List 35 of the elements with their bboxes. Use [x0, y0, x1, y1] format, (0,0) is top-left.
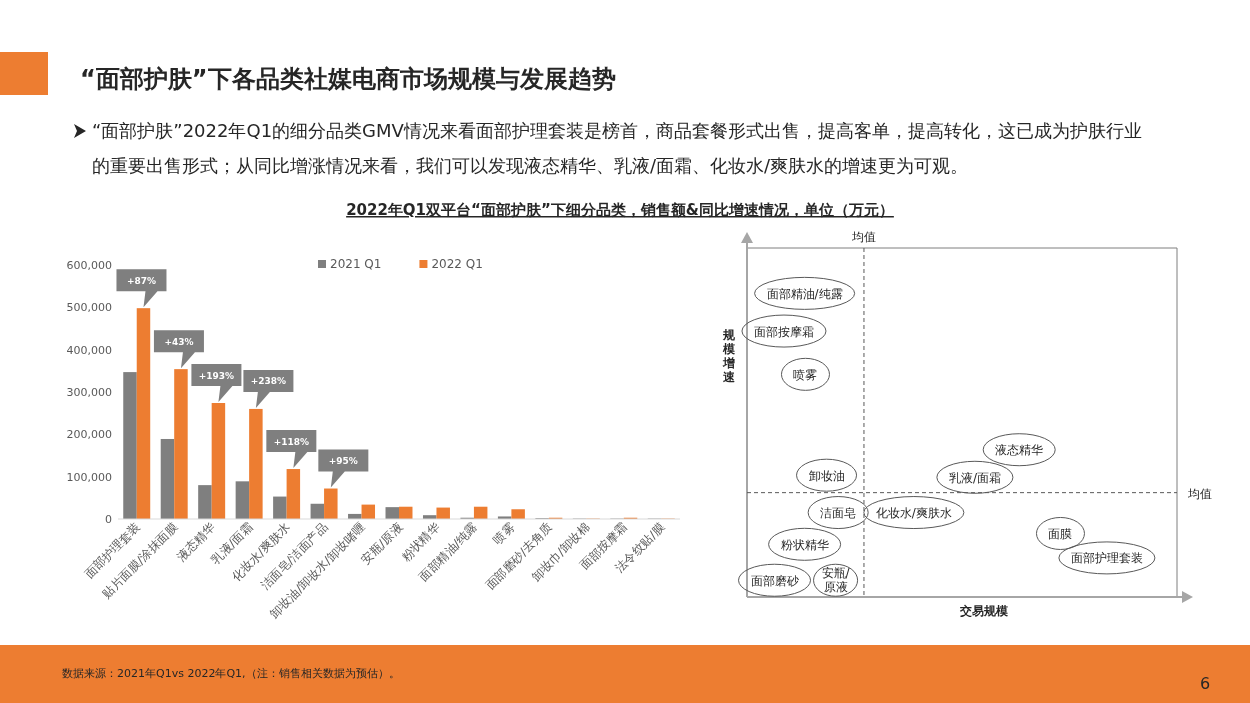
category-label: 面部磨砂 — [750, 573, 799, 588]
annotation: +95% — [328, 456, 358, 467]
category-label: 液态精华 — [995, 443, 1044, 458]
category-label: 化妆水/爽肤水 — [875, 506, 952, 521]
text: 均值 — [1187, 486, 1212, 501]
annotation: +193% — [198, 370, 235, 381]
chart-title: 2022年Q1双平台“面部护肤”下细分品类，销售额&同比增速情况，单位（万元） — [346, 201, 894, 219]
y-tick-label: 500,000 — [66, 301, 112, 315]
y-tick-label: 100,000 — [66, 470, 112, 484]
text: 规模增速 — [722, 328, 736, 385]
category-label: 卸妆油 — [808, 468, 845, 483]
category-label: 面部按摩霜 — [753, 324, 814, 339]
text: 交易规模 — [958, 604, 1008, 618]
source-note: 数据来源：2021年Q1vs 2022年Q1,（注：销售相关数据为预估）。 — [62, 667, 400, 680]
legend-label: 2021 Q1 — [330, 257, 382, 271]
text: “面部护肤”2022年Q1的细分品类GMV情况来看面部护理套装是榜首，商品套餐形式出售，提高客单，提高转化，这已成为护肤行业的重要出售形式；从同比增涨情况来看，我们可以发现液态精华、乳液/面霜、化妆水/爽肤水的增速更为可观。 — [92, 120, 1142, 176]
x-tick-label: 喷雾 — [490, 520, 518, 548]
text: 6 — [1199, 674, 1211, 693]
annotation: +43% — [164, 336, 194, 347]
annotation: +87% — [126, 275, 157, 286]
text: 均值 — [850, 230, 876, 244]
y-tick-label: 200,000 — [66, 428, 112, 442]
legend-label: 2022 Q1 — [431, 257, 483, 271]
category-label: 面部精油/纯露 — [766, 286, 843, 301]
category-label: 面膜 — [1048, 526, 1073, 541]
annotation: +118% — [273, 436, 310, 447]
annotation: +238% — [250, 376, 287, 387]
category-label: 乳液/面霜 — [948, 470, 1001, 485]
y-tick-label: 0 — [105, 513, 112, 526]
category-label: 喷雾 — [793, 367, 818, 382]
category-label: 洁面皂 — [820, 506, 857, 521]
y-tick-label: 600,000 — [66, 259, 112, 272]
text: “面部护肤”下各品类社媒电商市场规模与发展趋势 — [80, 65, 616, 93]
y-tick-label: 300,000 — [66, 386, 112, 399]
y-tick-label: 400,000 — [66, 343, 112, 357]
